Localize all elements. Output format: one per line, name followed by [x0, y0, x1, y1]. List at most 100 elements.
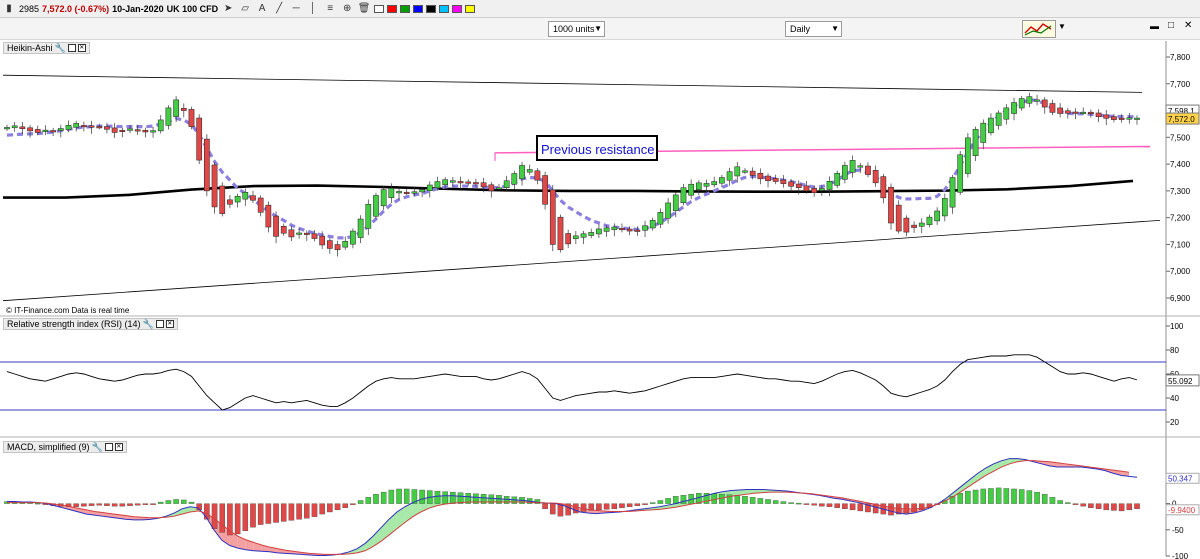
chevron-down-icon[interactable]: ▼: [1058, 22, 1066, 31]
macd-last-label: 50.347: [1168, 474, 1193, 483]
macd-histogram-bar: [357, 500, 364, 504]
fibonacci-icon[interactable]: ≡: [327, 3, 334, 14]
macd-histogram-bar: [234, 503, 241, 535]
candle-body: [1080, 111, 1087, 114]
macd-histogram-bar: [611, 503, 618, 510]
color-swatch-yellow[interactable]: [465, 4, 476, 13]
candle-body: [134, 129, 141, 132]
candle-body: [980, 122, 987, 143]
close-pane-icon[interactable]: ✕: [165, 320, 174, 328]
candle-body: [880, 176, 887, 199]
candle-body: [918, 222, 925, 227]
candle-body: [242, 191, 249, 200]
color-swatch-magenta[interactable]: [452, 4, 463, 13]
candle-body: [742, 170, 748, 173]
macd-pane-tab[interactable]: MACD, simplified (9) 🔧 ✕: [3, 441, 127, 453]
maximize-pane-icon[interactable]: [104, 443, 113, 451]
candle-body: [111, 127, 118, 133]
macd-histogram-bar: [865, 503, 871, 513]
close-icon[interactable]: ✕: [1184, 20, 1193, 31]
rsi-pane-tab[interactable]: Relative strength index (RSI) (14) 🔧 ✕: [3, 318, 178, 330]
candle-body: [580, 233, 587, 238]
macd-histogram-bar: [227, 503, 233, 536]
macd-histogram-bar: [350, 503, 356, 505]
color-swatch-black[interactable]: [426, 4, 437, 13]
macd-histogram-bar: [296, 503, 302, 520]
rsi-tick-label: 100: [1170, 322, 1184, 331]
candle-body: [749, 170, 756, 176]
candle-body: [88, 125, 95, 128]
candle-body: [903, 217, 910, 233]
candle-body: [96, 126, 103, 129]
candle-icon[interactable]: ▮: [6, 3, 12, 14]
candle-body: [965, 137, 971, 174]
annotation-box[interactable]: Previous resistance: [536, 135, 658, 161]
chart-style-icon[interactable]: [1022, 20, 1056, 38]
macd-histogram-bar: [726, 494, 733, 504]
candle-body: [972, 129, 979, 156]
trash-icon[interactable]: 🗑: [357, 3, 371, 14]
macd-tick-label: 0: [1172, 500, 1177, 509]
close-pane-icon[interactable]: ✕: [77, 44, 86, 52]
macd-histogram-bar: [73, 503, 79, 507]
zoom-icon[interactable]: ⊕: [342, 3, 352, 14]
wrench-icon[interactable]: 🔧: [142, 319, 154, 329]
macd-fill-segment: [396, 506, 405, 529]
color-swatch-blue[interactable]: [413, 4, 424, 13]
macd-histogram-bar: [980, 488, 987, 504]
macd-histogram-bar: [165, 500, 172, 504]
color-swatch-red[interactable]: [387, 4, 398, 13]
ruler-icon[interactable]: ▱: [241, 3, 249, 14]
macd-histogram-bar: [834, 503, 840, 508]
macd-histogram-bar: [965, 490, 971, 504]
macd-histogram-bar: [388, 489, 395, 504]
macd-fill-segment: [1009, 458, 1018, 464]
candle-body: [311, 233, 318, 239]
close-pane-icon[interactable]: ✕: [114, 443, 123, 451]
macd-histogram-bar: [450, 491, 456, 504]
candle-body: [373, 195, 379, 217]
wrench-icon[interactable]: 🔧: [91, 442, 103, 452]
maximize-icon[interactable]: □: [1168, 20, 1175, 31]
macd-fill-segment: [1049, 461, 1058, 467]
maximize-pane-icon[interactable]: [67, 44, 76, 52]
long-moving-average: [3, 179, 1134, 199]
color-swatch-green[interactable]: [400, 4, 411, 13]
candle-body: [719, 177, 725, 184]
color-swatch-cyan[interactable]: [439, 4, 450, 13]
pointer-icon[interactable]: ➤: [223, 3, 233, 14]
candle-body: [211, 164, 218, 208]
candle-body: [411, 191, 418, 194]
candle-body: [196, 117, 203, 161]
candle-body: [834, 172, 841, 186]
candle-body: [842, 165, 848, 180]
candle-body: [949, 177, 956, 208]
candle-body: [457, 181, 464, 184]
candle-body: [357, 218, 364, 238]
candle-body: [519, 165, 525, 180]
color-swatch-white[interactable]: [374, 4, 385, 13]
main-pane-tab[interactable]: Heikin-Ashi 🔧 ✕: [3, 42, 90, 54]
candle-body: [588, 232, 595, 236]
maximize-pane-icon[interactable]: [155, 320, 164, 328]
macd-histogram-bar: [1103, 503, 1110, 511]
trend-line-icon[interactable]: ╱: [276, 3, 283, 14]
candle-body: [849, 160, 856, 173]
candle-body: [926, 216, 933, 225]
last-price-label: 7,572.0: [1168, 115, 1195, 124]
macd-histogram-bar: [1088, 503, 1094, 508]
candle-body: [396, 191, 402, 194]
wrench-icon[interactable]: 🔧: [54, 43, 66, 53]
units-dropdown[interactable]: 1000 units ▼: [548, 21, 605, 37]
macd-fast-line: [7, 458, 1138, 556]
vertical-line-icon[interactable]: │: [310, 3, 317, 14]
text-icon[interactable]: A: [258, 3, 266, 14]
macd-histogram-bar: [81, 503, 87, 507]
data-credit: © IT-Finance.com Data is real time: [6, 306, 130, 315]
macd-histogram-bar: [749, 497, 756, 504]
interval-dropdown[interactable]: Daily ▼: [785, 21, 842, 37]
macd-histogram-bar: [181, 499, 187, 504]
candle-body: [811, 188, 817, 194]
horizontal-line-icon[interactable]: ─: [292, 3, 300, 14]
minimize-icon[interactable]: ▬: [1150, 21, 1159, 31]
